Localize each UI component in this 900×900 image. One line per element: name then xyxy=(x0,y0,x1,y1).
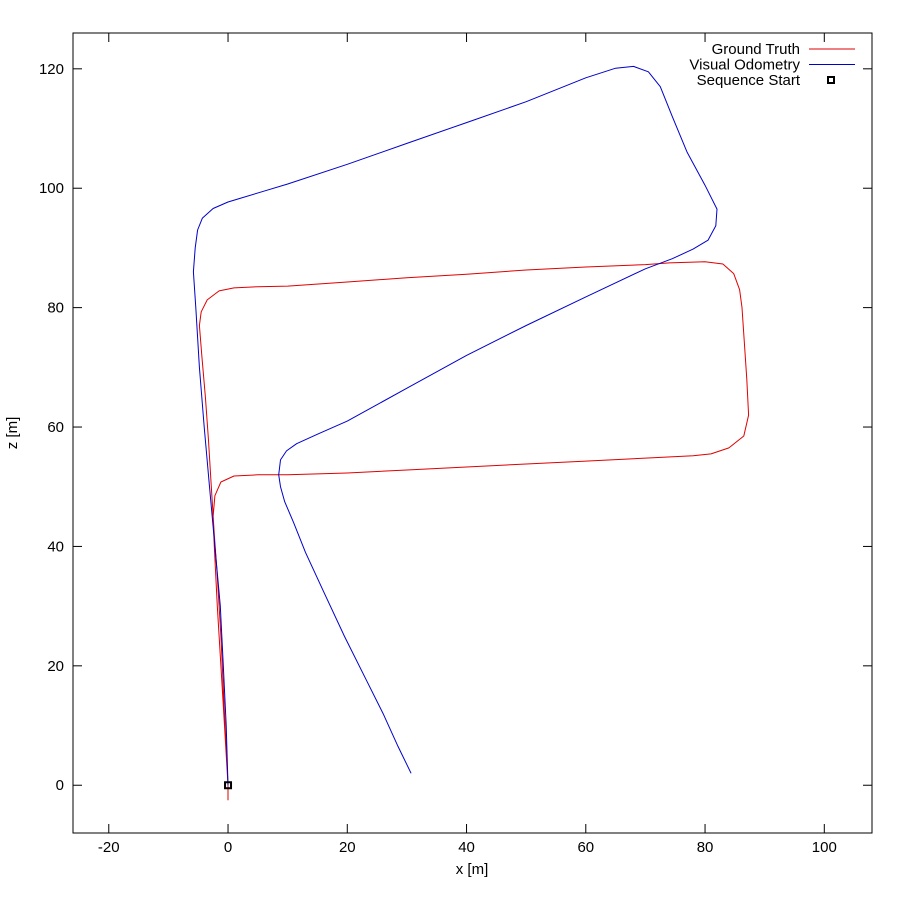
legend-swatch-sequence-start xyxy=(827,76,835,84)
legend-label-ground-truth: Ground Truth xyxy=(712,41,800,58)
x-tick-label: 100 xyxy=(812,839,837,856)
x-tick-label: 60 xyxy=(577,839,594,856)
y-tick-label: 40 xyxy=(47,538,64,555)
x-tick-label: 20 xyxy=(339,839,356,856)
y-tick-label: 20 xyxy=(47,658,64,675)
legend-label-sequence-start: Sequence Start xyxy=(697,72,801,89)
legend-label-visual-odometry: Visual Odometry xyxy=(689,57,800,74)
sequence-start-marker xyxy=(224,781,233,790)
x-tick-label: -20 xyxy=(98,839,120,856)
y-axis-label: z [m] xyxy=(4,417,21,450)
x-axis-label: x [m] xyxy=(456,861,489,878)
y-tick-label: 120 xyxy=(39,61,64,78)
ground-truth-line xyxy=(198,261,750,801)
y-tick-label: 60 xyxy=(47,419,64,436)
y-tick-label: 100 xyxy=(39,180,64,197)
x-tick-label: 40 xyxy=(458,839,475,856)
x-tick-label: 80 xyxy=(697,839,714,856)
plot-frame xyxy=(72,32,873,834)
axis-ticks: -20 0 20 40 60 80 100 0 20 40 60 80 100 120 xyxy=(39,33,872,856)
y-tick-label: 0 xyxy=(56,777,64,794)
visual-odometry-line xyxy=(192,65,718,786)
y-tick-label: 80 xyxy=(47,300,64,317)
series-layer xyxy=(192,65,750,801)
x-tick-label: 0 xyxy=(224,839,232,856)
